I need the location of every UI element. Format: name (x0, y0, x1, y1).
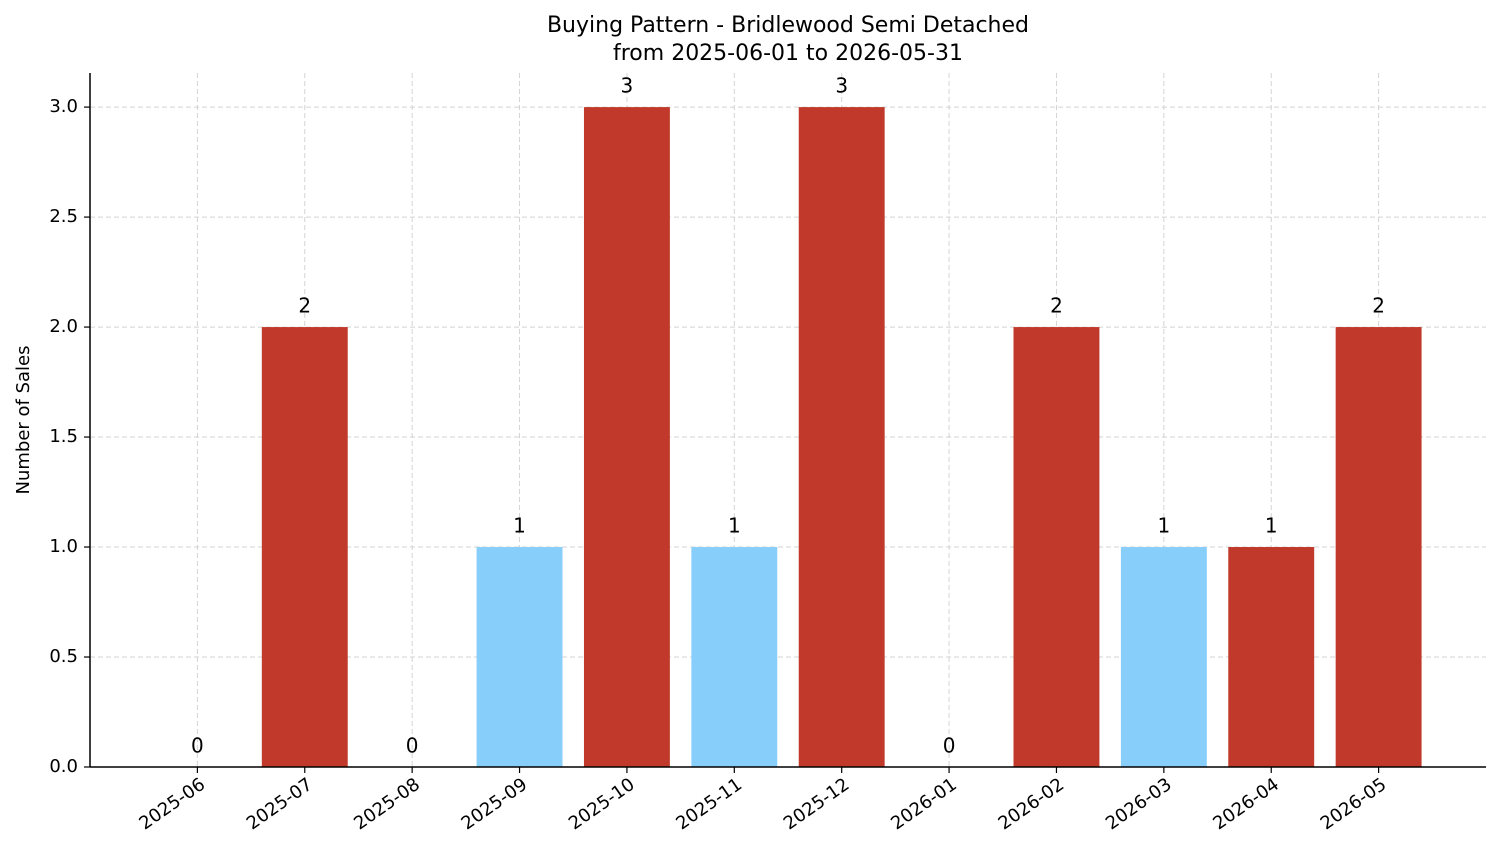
bar (476, 547, 563, 767)
y-tick-label: 0.0 (49, 756, 78, 777)
y-tick-label: 3.0 (49, 96, 78, 117)
bar (691, 547, 778, 767)
x-tick-label: 2025-07 (243, 774, 317, 834)
x-tick-label: 2025-12 (780, 774, 854, 834)
x-tick-label: 2025-08 (350, 774, 424, 834)
data-label: 2 (298, 294, 311, 318)
y-axis-label: Number of Sales (13, 345, 34, 494)
x-tick-label: 2026-01 (887, 774, 961, 834)
bar (1120, 547, 1207, 767)
x-tick-label: 2025-10 (565, 774, 639, 834)
bar (583, 107, 670, 767)
data-label: 0 (943, 734, 956, 758)
data-label: 1 (1157, 514, 1170, 538)
bar (1013, 327, 1100, 767)
data-label: 1 (728, 514, 741, 538)
chart-title: Buying Pattern - Bridlewood Semi Detache… (547, 13, 1029, 38)
bar (1335, 327, 1422, 767)
data-label: 2 (1050, 294, 1063, 318)
x-tick-label: 2025-06 (135, 774, 209, 834)
data-label: 2 (1372, 294, 1385, 318)
x-tick-label: 2026-02 (995, 774, 1069, 834)
y-tick-label: 2.5 (49, 206, 78, 227)
x-tick-label: 2025-11 (672, 774, 746, 834)
data-label: 1 (1265, 514, 1278, 538)
data-label: 0 (191, 734, 204, 758)
bar (798, 107, 885, 767)
bar (1228, 547, 1315, 767)
bar (261, 327, 348, 767)
y-tick-label: 2.0 (49, 316, 78, 337)
x-tick-label: 2026-04 (1209, 774, 1283, 834)
data-label: 1 (513, 514, 526, 538)
y-tick-label: 1.0 (49, 536, 78, 557)
data-label: 3 (835, 74, 848, 98)
data-label: 0 (406, 734, 419, 758)
y-tick-label: 0.5 (49, 646, 78, 667)
x-tick-label: 2026-03 (1102, 774, 1176, 834)
y-tick-label: 1.5 (49, 426, 78, 447)
x-tick-label: 2025-09 (458, 774, 532, 834)
data-label: 3 (621, 74, 634, 98)
x-tick-label: 2026-05 (1317, 774, 1391, 834)
chart-subtitle: from 2025-06-01 to 2026-05-31 (613, 41, 963, 66)
